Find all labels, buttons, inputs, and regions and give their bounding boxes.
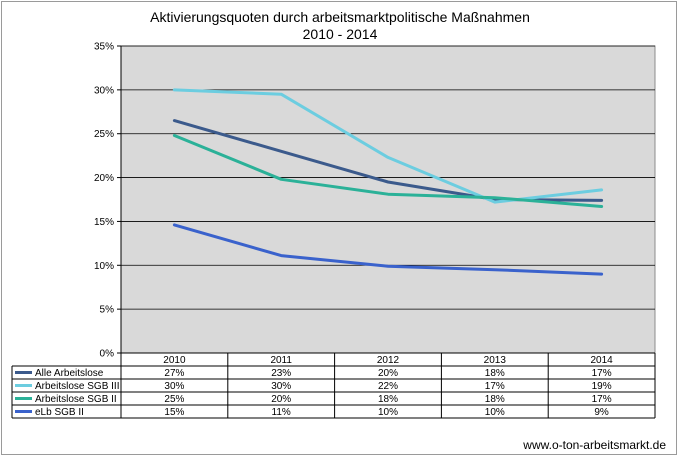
data-label: 30%: [164, 381, 184, 392]
data-label: 23%: [271, 368, 291, 379]
x-category-label: 2014: [590, 355, 613, 366]
data-label: 17%: [592, 394, 612, 405]
chart-title-block: Aktivierungsquoten durch arbeitsmarktpol…: [0, 9, 680, 43]
legend-label: Arbeitslose SGB III: [35, 381, 119, 392]
legend-label: Arbeitslose SGB II: [35, 394, 117, 405]
legend-label: Alle Arbeitslose: [35, 368, 104, 379]
data-label: 22%: [378, 381, 398, 392]
data-label: 17%: [485, 381, 505, 392]
data-label: 27%: [164, 368, 184, 379]
x-category-label: 2012: [377, 355, 400, 366]
y-tick-label: 5%: [100, 305, 115, 316]
y-tick-label: 15%: [94, 217, 114, 228]
series-line-4: [172, 223, 604, 276]
x-category-label: 2011: [270, 355, 292, 366]
y-tick-label: 25%: [94, 129, 114, 140]
data-label: 25%: [164, 394, 184, 405]
chart-subtitle: 2010 - 2014: [302, 26, 378, 42]
y-tick-label: 10%: [94, 261, 114, 272]
x-category-label: 2010: [163, 355, 186, 366]
data-label: 18%: [485, 394, 505, 405]
data-label: 30%: [271, 381, 291, 392]
data-label: 9%: [594, 407, 609, 418]
data-label: 18%: [378, 394, 398, 405]
data-label: 11%: [272, 407, 291, 418]
data-label: 18%: [485, 368, 505, 379]
series-line-2: [172, 88, 604, 204]
data-label: 17%: [592, 368, 612, 379]
data-label: 19%: [592, 381, 612, 392]
legend-label: eLb SGB II: [35, 407, 84, 418]
y-tick-label: 30%: [94, 85, 114, 96]
x-category-label: 2013: [484, 355, 507, 366]
y-tick-label: 0%: [100, 349, 115, 360]
y-tick-label: 20%: [94, 173, 114, 184]
data-label: 20%: [271, 394, 291, 405]
data-label: 10%: [378, 407, 398, 418]
series-line-3: [172, 134, 604, 208]
chart-title: Aktivierungsquoten durch arbeitsmarktpol…: [150, 9, 530, 25]
data-label: 10%: [485, 407, 505, 418]
y-tick-label: 35%: [94, 42, 114, 53]
data-label: 15%: [164, 407, 184, 418]
data-label: 20%: [378, 368, 398, 379]
source-credit: www.o-ton-arbeitsmarkt.de: [523, 438, 666, 452]
